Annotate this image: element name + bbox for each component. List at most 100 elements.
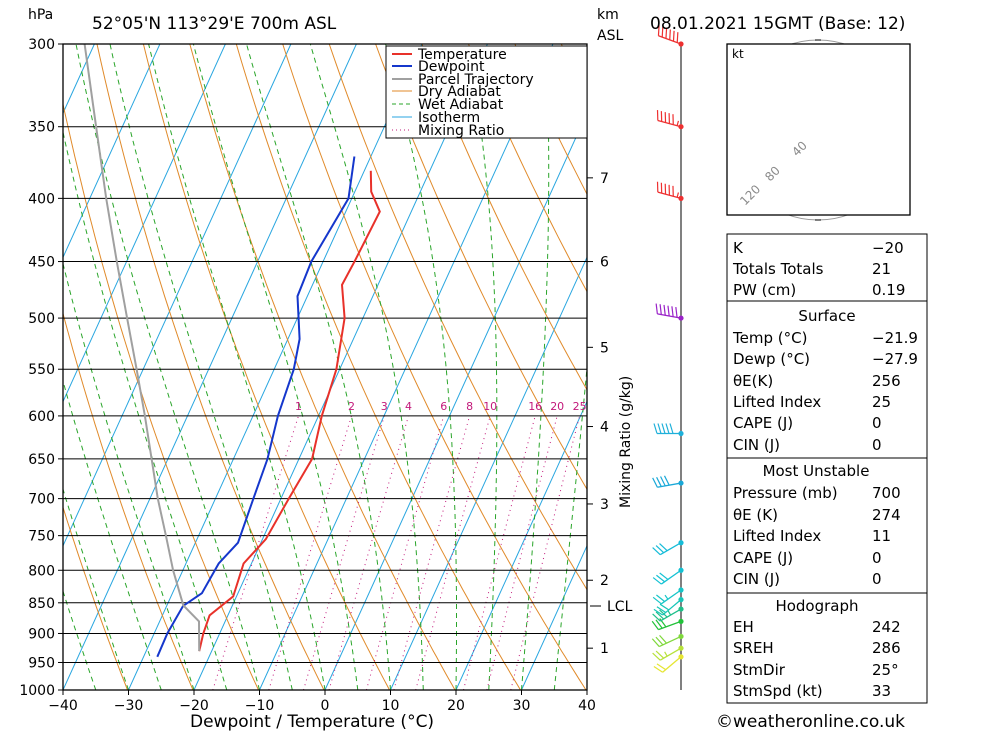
wet-adiabat-line: [553, 363, 587, 690]
dry-adiabat-line: [933, 44, 1000, 690]
isotherm-line: [521, 544, 587, 690]
wet-adiabat-line: [521, 44, 550, 690]
x-tick-label: −20: [179, 698, 209, 714]
series-line-dewpoint: [156, 156, 356, 658]
mixing-ratio-label: 4: [405, 400, 412, 413]
mu-theta-value: 274: [872, 506, 901, 524]
surface-box: [726, 300, 928, 459]
mixing-ratio-label: 3: [381, 400, 388, 413]
wind-barb: [652, 606, 684, 622]
surface-theta-value: 256: [872, 372, 901, 390]
mixing-ratio-label: 8: [466, 400, 473, 413]
pressure-tick-label: 700: [28, 492, 55, 508]
hodograph-frame: [726, 43, 911, 216]
wind-barb: [653, 423, 684, 437]
legend-isotherm: Isotherm: [418, 110, 480, 126]
stmdir-label: StmDir: [733, 661, 786, 679]
pw-label: PW (cm): [733, 281, 796, 299]
mu-cape-value: 0: [872, 549, 882, 567]
x-tick-label: 0: [321, 698, 330, 714]
pressure-tick-label: 650: [28, 452, 55, 468]
wind-barb: [652, 475, 684, 488]
legend-mixing-ratio: Mixing Ratio: [418, 123, 504, 139]
surface-theta-label: θE(K): [733, 372, 773, 390]
legend-box: [385, 45, 588, 139]
legend-dry-adiabat: Dry Adiabat: [418, 84, 501, 100]
surface-cin-value: 0: [872, 436, 882, 454]
pressure-tick-label: 400: [28, 191, 55, 207]
isotherm-line: [63, 44, 161, 259]
hodograph-params-box: [726, 592, 928, 704]
totals-totals-value: 21: [872, 260, 891, 278]
height-tick-label: 4: [600, 420, 609, 436]
surface-heading: Surface: [798, 307, 855, 325]
pressure-tick-label: 950: [28, 655, 55, 671]
pressure-tick-label: 500: [28, 311, 55, 327]
series-line-parcel-trajectory: [83, 44, 201, 652]
wind-barb: [651, 618, 684, 631]
mu-theta-label: θE (K): [733, 506, 778, 524]
surface-li-label: Lifted Index: [733, 393, 821, 411]
pw-value: 0.19: [872, 281, 905, 299]
dry-adiabat-line: [63, 505, 128, 690]
k-index-label: K: [733, 239, 744, 257]
wet-adiabat-line: [63, 487, 129, 690]
dry-adiabat-line: [468, 44, 587, 293]
pressure-tick-label: 350: [28, 120, 55, 136]
height-tick-label: 7: [600, 171, 609, 187]
pressure-tick-label: 550: [28, 362, 55, 378]
wet-adiabat-line: [467, 44, 498, 690]
isotherm-line: [455, 400, 587, 690]
height-unit-asl: ASL: [597, 28, 623, 44]
pressure-tick-label: 750: [28, 529, 55, 545]
surface-temp-value: −21.9: [872, 329, 918, 347]
stmspd-value: 33: [872, 682, 891, 700]
wind-barb: [653, 654, 684, 673]
isotherm-line: [63, 44, 292, 547]
hodograph-unit-label: kt: [732, 47, 744, 61]
mixing-ratio-axis-title: Mixing Ratio (g/kg): [618, 376, 634, 508]
pressure-tick-label: 300: [28, 37, 55, 53]
mixing-ratio-label: 25: [573, 400, 587, 413]
mixing-ratio-line: [415, 415, 491, 690]
eh-value: 242: [872, 618, 901, 636]
wind-barb: [656, 181, 684, 201]
mu-li-value: 11: [872, 527, 891, 545]
eh-label: EH: [733, 618, 754, 636]
dry-adiabat-line: [979, 44, 1000, 690]
mixing-ratio-line: [486, 415, 558, 690]
mixing-ratio-label: 16: [528, 400, 542, 413]
wet-adiabat-line: [75, 44, 260, 690]
x-tick-label: 20: [447, 698, 465, 714]
height-tick-label: 3: [600, 497, 609, 513]
surface-cin-label: CIN (J): [733, 436, 780, 454]
wind-barb: [652, 567, 684, 585]
wet-adiabat-line: [586, 686, 587, 690]
mixing-ratio-line: [463, 415, 536, 690]
pressure-tick-label: 450: [28, 255, 55, 271]
x-axis-title: Dewpoint / Temperature (°C): [190, 712, 434, 732]
indices-box: [726, 233, 928, 302]
datetime-title: 08.01.2021 15GMT (Base: 12): [650, 14, 905, 34]
height-tick-label: 6: [600, 255, 609, 271]
stmspd-label: StmSpd (kt): [733, 682, 823, 700]
wind-barb: [653, 597, 684, 616]
x-tick-label: 40: [578, 698, 596, 714]
wind-barb: [657, 25, 684, 47]
hodograph-params-heading: Hodograph: [775, 597, 858, 615]
mixing-ratio-label: 20: [550, 400, 564, 413]
mixing-ratio-line: [212, 415, 299, 690]
x-tick-label: 30: [513, 698, 531, 714]
mu-cin-value: 0: [872, 570, 882, 588]
credit-text: ©weatheronline.co.uk: [716, 712, 905, 732]
isotherm-line: [193, 44, 488, 690]
height-tick-label: 5: [600, 340, 609, 356]
x-tick-label: −10: [245, 698, 275, 714]
isotherm-line: [390, 256, 587, 690]
pressure-tick-label: 1000: [19, 683, 55, 699]
mixing-ratio-line: [268, 415, 352, 690]
mixing-ratio-label: 1: [295, 400, 302, 413]
dry-adiabat-line: [375, 44, 587, 491]
wind-barb: [652, 587, 684, 605]
totals-totals-label: Totals Totals: [732, 260, 824, 278]
